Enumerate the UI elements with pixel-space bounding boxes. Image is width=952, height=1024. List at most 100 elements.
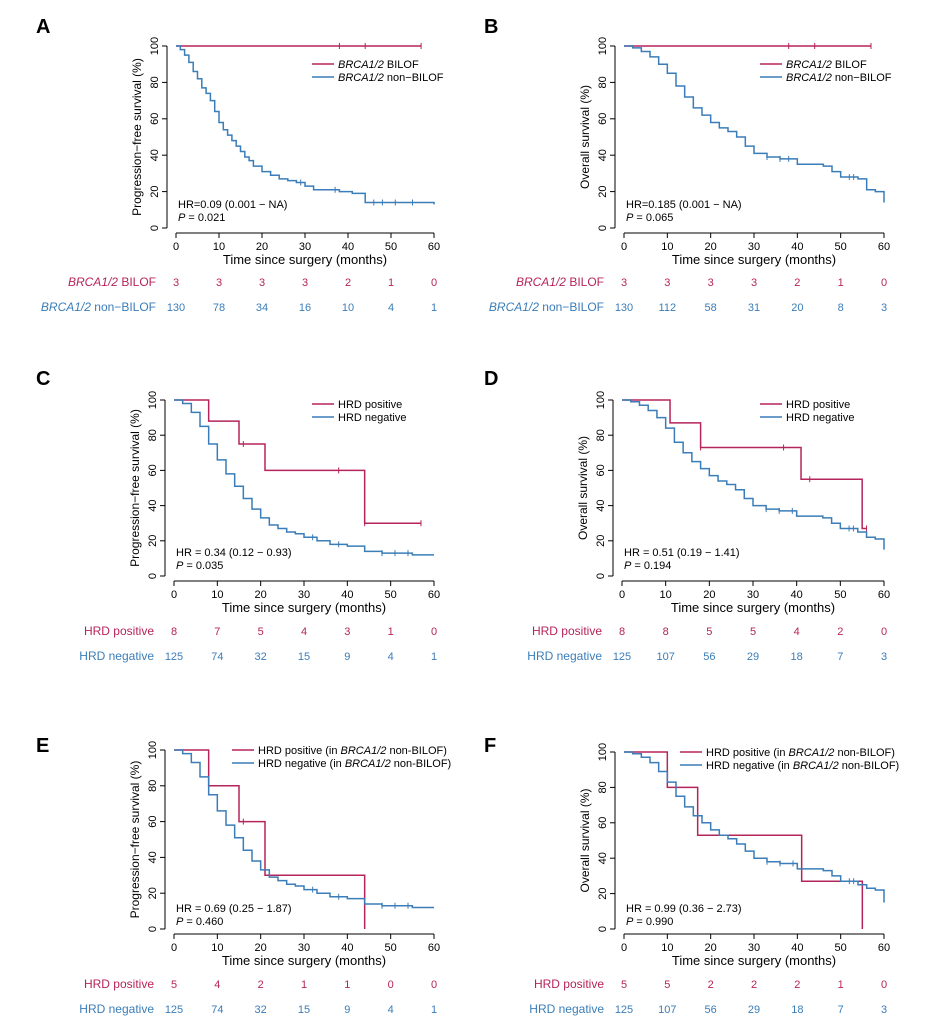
risk-table-count: 9 [344, 1004, 350, 1016]
hazard-ratio-text: HR = 0.69 (0.25 − 1.87) [176, 903, 292, 915]
risk-table-count: 3 [173, 277, 179, 289]
risk-table-count: 4 [388, 651, 394, 663]
risk-table-count: 3 [621, 277, 627, 289]
risk-table-count: 29 [748, 1004, 760, 1016]
risk-table-count: 0 [388, 979, 394, 991]
panel-label: C [36, 368, 50, 390]
p-value-text: P = 0.990 [626, 916, 673, 928]
risk-table-count: 32 [255, 651, 267, 663]
risk-table-count: 1 [431, 302, 437, 314]
risk-table-row-label: BRCA1/2 BILOF [516, 275, 604, 289]
x-tick-label: 10 [660, 589, 672, 601]
legend-label: HRD negative [338, 412, 406, 424]
x-tick-label: 30 [747, 589, 759, 601]
x-axis-label: Time since surgery (months) [671, 600, 835, 615]
risk-table-count: 56 [705, 1004, 717, 1016]
risk-table-count: 112 [659, 302, 677, 314]
x-tick-label: 20 [705, 942, 717, 954]
risk-table-count: 8 [619, 626, 625, 638]
y-axis-label: Overall survival (%) [578, 788, 592, 892]
risk-table-row-label: HRD negative [527, 649, 602, 663]
panel-label: F [484, 735, 496, 757]
risk-table-count: 5 [258, 626, 264, 638]
y-tick-label: 20 [147, 535, 159, 547]
risk-table-count: 2 [794, 979, 800, 991]
y-tick-label: 60 [147, 464, 159, 476]
y-tick-label: 0 [597, 926, 609, 932]
x-tick-label: 60 [878, 241, 890, 253]
legend-label: HRD positive (in BRCA1/2 non-BILOF) [258, 745, 447, 757]
risk-table-count: 15 [298, 651, 310, 663]
x-tick-label: 30 [299, 241, 311, 253]
x-tick-label: 40 [341, 589, 353, 601]
y-tick-label: 80 [147, 780, 159, 792]
risk-table-count: 0 [881, 979, 887, 991]
risk-table-count: 2 [258, 979, 264, 991]
legend-label: HRD negative [786, 412, 854, 424]
x-tick-label: 0 [171, 942, 177, 954]
y-tick-label: 40 [597, 852, 609, 864]
y-tick-label: 100 [597, 743, 609, 761]
x-tick-label: 40 [791, 942, 803, 954]
x-tick-label: 50 [385, 942, 397, 954]
y-tick-label: 0 [147, 573, 159, 579]
x-tick-label: 40 [342, 241, 354, 253]
risk-table-count: 3 [664, 277, 670, 289]
risk-table-count: 4 [388, 302, 394, 314]
x-tick-label: 40 [341, 942, 353, 954]
risk-table-count: 125 [615, 1004, 633, 1016]
risk-table-count: 3 [216, 277, 222, 289]
risk-table-count: 0 [431, 277, 437, 289]
risk-table-count: 9 [344, 651, 350, 663]
risk-table-row-label: BRCA1/2 BILOF [68, 275, 156, 289]
x-tick-label: 50 [385, 589, 397, 601]
hazard-ratio-text: HR = 0.99 (0.36 − 2.73) [626, 903, 742, 915]
legend-label: BRCA1/2 BILOF [786, 59, 867, 71]
risk-table-row-label: HRD positive [532, 624, 602, 638]
survival-curve-group2 [624, 45, 885, 203]
risk-table-count: 1 [344, 979, 350, 991]
x-tick-label: 20 [255, 942, 267, 954]
panel-label: B [484, 16, 498, 38]
risk-table-count: 125 [613, 651, 631, 663]
risk-table-count: 130 [167, 302, 185, 314]
legend-label: HRD negative (in BRCA1/2 non-BILOF) [258, 758, 451, 770]
x-tick-label: 40 [791, 589, 803, 601]
risk-table-row-label: HRD negative [79, 649, 154, 663]
risk-table-count: 74 [211, 1004, 223, 1016]
survival-curve-group1 [622, 399, 867, 530]
legend-label: BRCA1/2 BILOF [338, 59, 419, 71]
risk-table-count: 0 [881, 626, 887, 638]
risk-table-row-label: HRD positive [84, 624, 154, 638]
risk-table-count: 3 [344, 626, 350, 638]
y-tick-label: 20 [597, 887, 609, 899]
risk-table-count: 29 [747, 651, 759, 663]
p-value-text: P = 0.065 [626, 212, 673, 224]
hazard-ratio-text: HR = 0.34 (0.12 − 0.93) [176, 547, 292, 559]
risk-table-row-label: HRD negative [79, 1002, 154, 1016]
risk-table-count: 0 [881, 277, 887, 289]
risk-table-count: 18 [791, 1004, 803, 1016]
y-axis-label: Progression−free survival (%) [128, 409, 142, 567]
x-tick-label: 50 [835, 241, 847, 253]
legend-label: BRCA1/2 non−BILOF [338, 72, 444, 84]
risk-table-count: 56 [703, 651, 715, 663]
risk-table-count: 2 [837, 626, 843, 638]
risk-table-count: 18 [791, 651, 803, 663]
x-tick-label: 0 [621, 241, 627, 253]
y-tick-label: 80 [147, 429, 159, 441]
y-axis-label: Overall survival (%) [578, 85, 592, 189]
risk-table-count: 5 [706, 626, 712, 638]
x-axis-label: Time since surgery (months) [222, 600, 386, 615]
x-tick-label: 10 [213, 241, 225, 253]
y-tick-label: 60 [149, 113, 161, 125]
risk-table-count: 58 [705, 302, 717, 314]
hazard-ratio-text: HR=0.09 (0.001 − NA) [178, 199, 287, 211]
x-tick-label: 30 [298, 942, 310, 954]
x-tick-label: 50 [385, 241, 397, 253]
y-tick-label: 100 [147, 391, 159, 409]
